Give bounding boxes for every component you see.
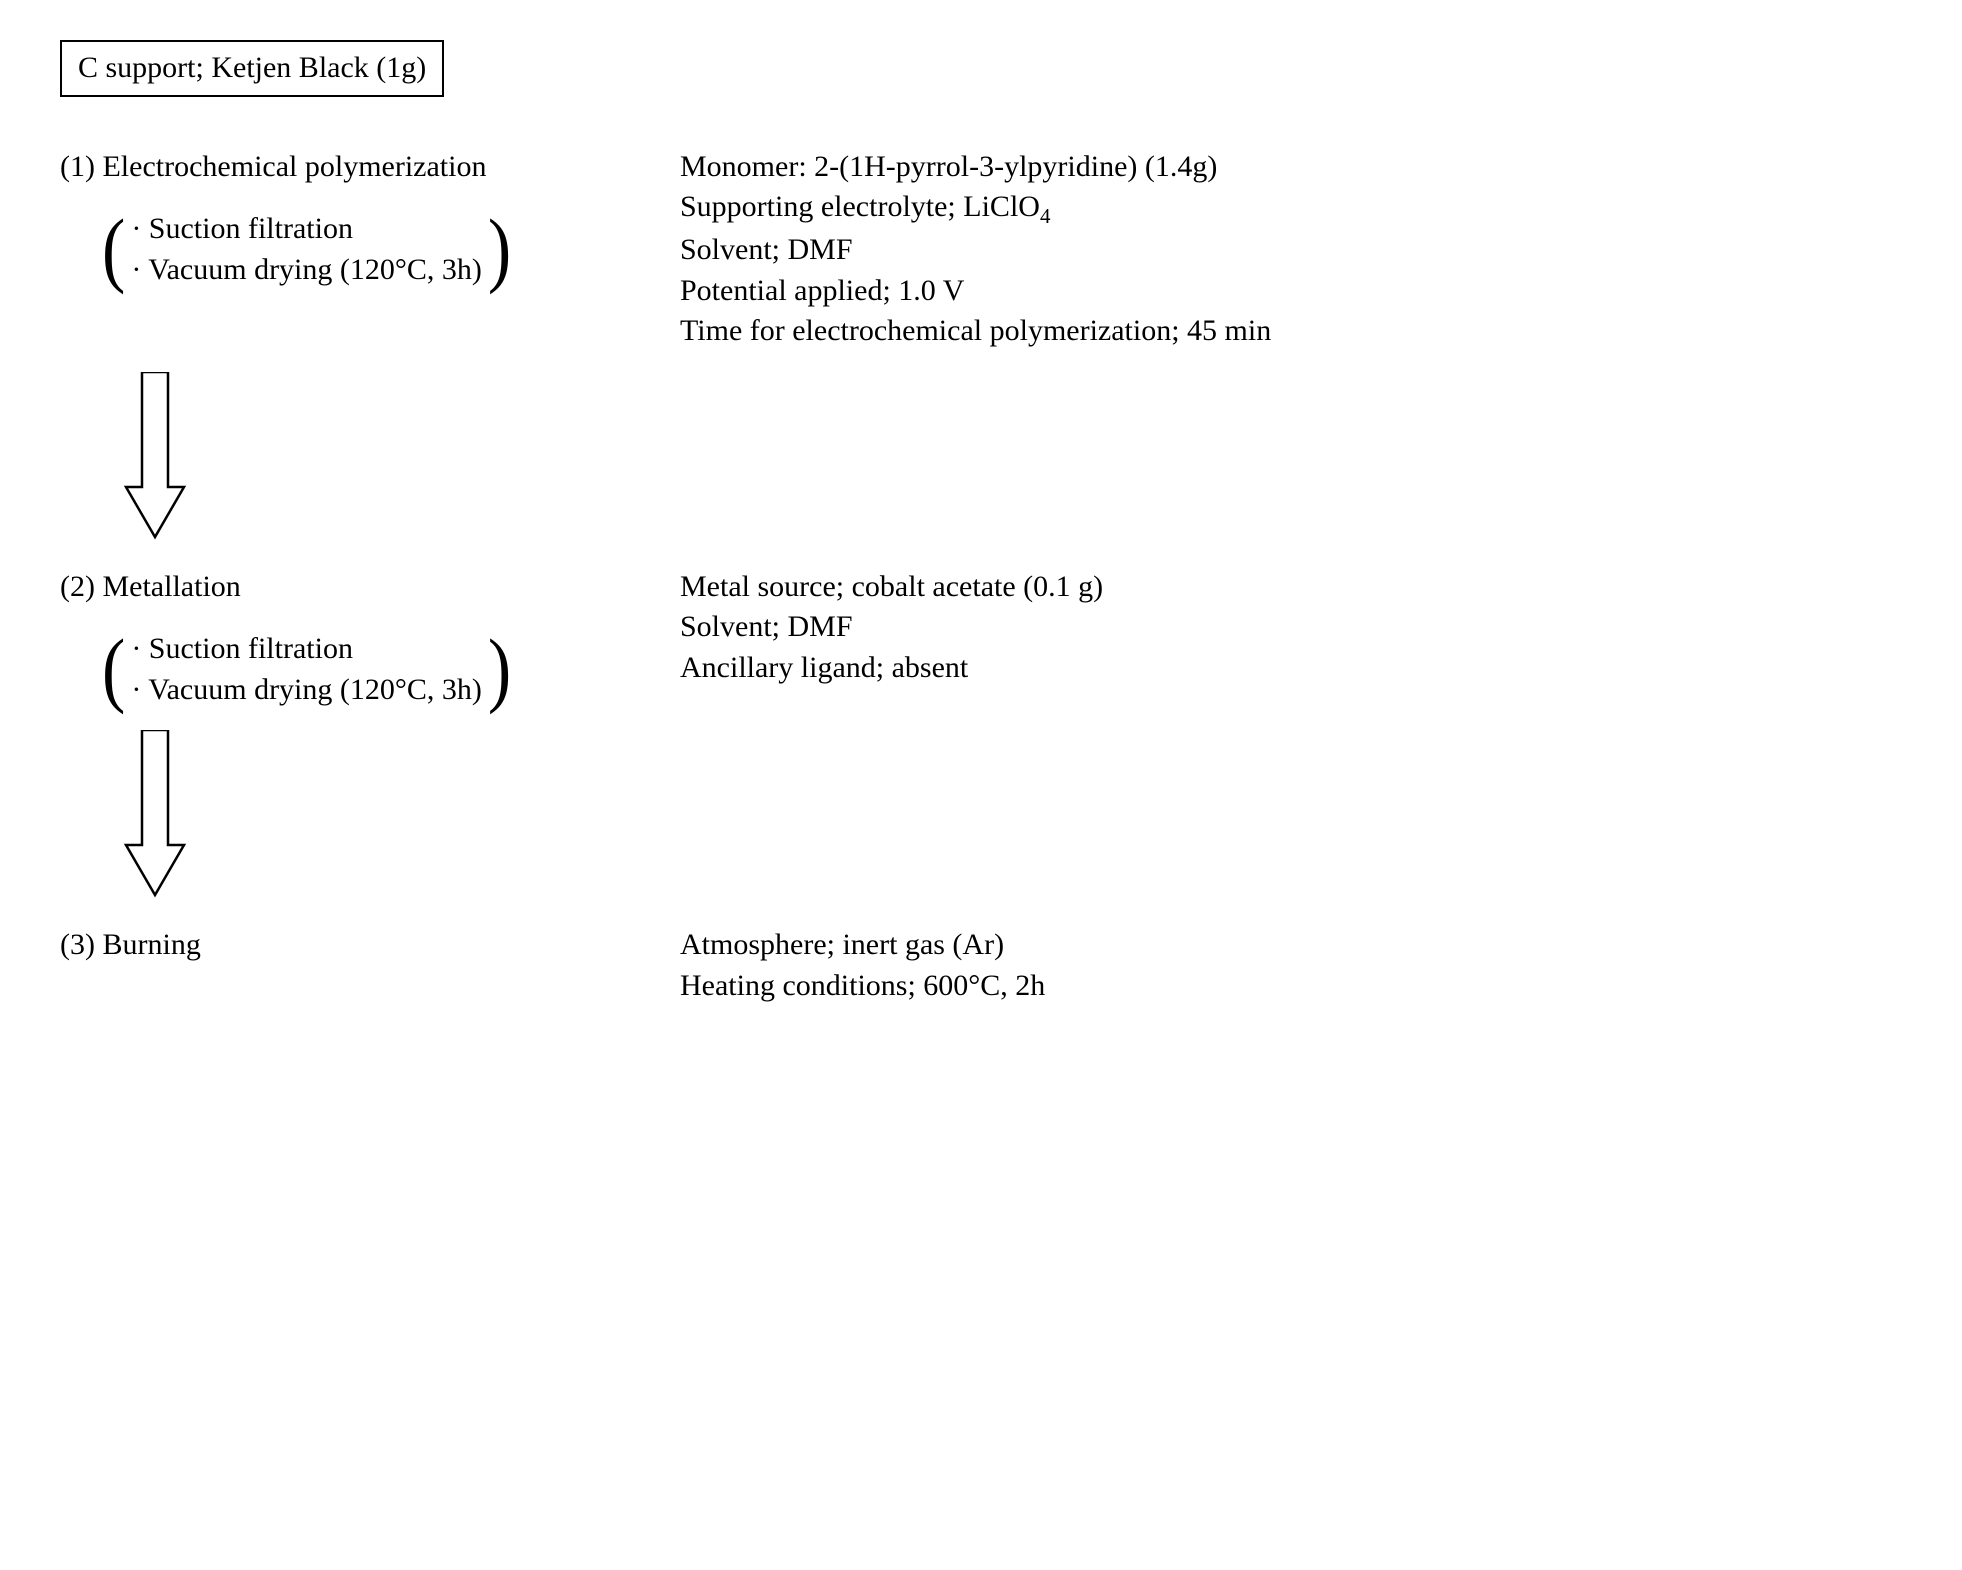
step-2-bracket-line-2: · Vacuum drying (120°C, 3h) [131, 670, 482, 711]
step-1-bracket-line-2: · Vacuum drying (120°C, 3h) [131, 250, 482, 291]
step-1-bracket-content: · Suction filtration · Vacuum drying (12… [125, 209, 488, 290]
step-3-left: (3) Burning [60, 925, 670, 988]
down-arrow-icon [120, 372, 190, 542]
step-1-cond-2-text: Supporting electrolyte; LiClO [680, 190, 1040, 223]
step-2-title: (2) Metallation [60, 567, 670, 608]
step-3-cond-2: Heating conditions; 600°C, 2h [680, 966, 1902, 1007]
step-3-conditions: Atmosphere; inert gas (Ar) Heating condi… [670, 925, 1902, 1006]
down-arrow-icon [120, 730, 190, 900]
step-1-cond-4: Potential applied; 1.0 V [680, 271, 1902, 312]
step-1-cond-1: Monomer: 2-(1H-pyrrol-3-ylpyridine) (1.4… [680, 147, 1902, 188]
step-1-cond-2-sub: 4 [1040, 204, 1051, 228]
step-1-bracket-line-1: · Suction filtration [131, 209, 482, 250]
support-box: C support; Ketjen Black (1g) [60, 40, 444, 97]
step-1-cond-2: Supporting electrolyte; LiClO4 [680, 187, 1902, 230]
step-1-row: (1) Electrochemical polymerization ( · S… [60, 147, 1902, 352]
step-1-bracket: ( · Suction filtration · Vacuum drying (… [102, 209, 670, 290]
step-1-left: (1) Electrochemical polymerization ( · S… [60, 147, 670, 291]
step-1-cond-3: Solvent; DMF [680, 230, 1902, 271]
step-1-title: (1) Electrochemical polymerization [60, 147, 670, 188]
step-1-cond-5: Time for electrochemical polymerization;… [680, 311, 1902, 352]
step-2-row: (2) Metallation ( · Suction filtration ·… [60, 567, 1902, 711]
step-2-bracket-line-1: · Suction filtration [131, 629, 482, 670]
arrow-1 [120, 372, 1902, 542]
step-2-cond-1: Metal source; cobalt acetate (0.1 g) [680, 567, 1902, 608]
step-3-title: (3) Burning [60, 925, 670, 966]
step-2-bracket: ( · Suction filtration · Vacuum drying (… [102, 629, 670, 710]
bracket-right-icon: ) [488, 628, 511, 712]
step-2-conditions: Metal source; cobalt acetate (0.1 g) Sol… [670, 567, 1902, 689]
step-3-cond-1: Atmosphere; inert gas (Ar) [680, 925, 1902, 966]
step-1-conditions: Monomer: 2-(1H-pyrrol-3-ylpyridine) (1.4… [670, 147, 1902, 352]
arrow-2 [120, 730, 1902, 900]
bracket-left-icon: ( [102, 208, 125, 292]
support-box-text: C support; Ketjen Black (1g) [78, 51, 426, 84]
bracket-left-icon: ( [102, 628, 125, 712]
step-2-left: (2) Metallation ( · Suction filtration ·… [60, 567, 670, 711]
step-2-cond-2: Solvent; DMF [680, 607, 1902, 648]
step-3-row: (3) Burning Atmosphere; inert gas (Ar) H… [60, 925, 1902, 1006]
bracket-right-icon: ) [488, 208, 511, 292]
step-2-bracket-content: · Suction filtration · Vacuum drying (12… [125, 629, 488, 710]
step-2-cond-3: Ancillary ligand; absent [680, 648, 1902, 689]
